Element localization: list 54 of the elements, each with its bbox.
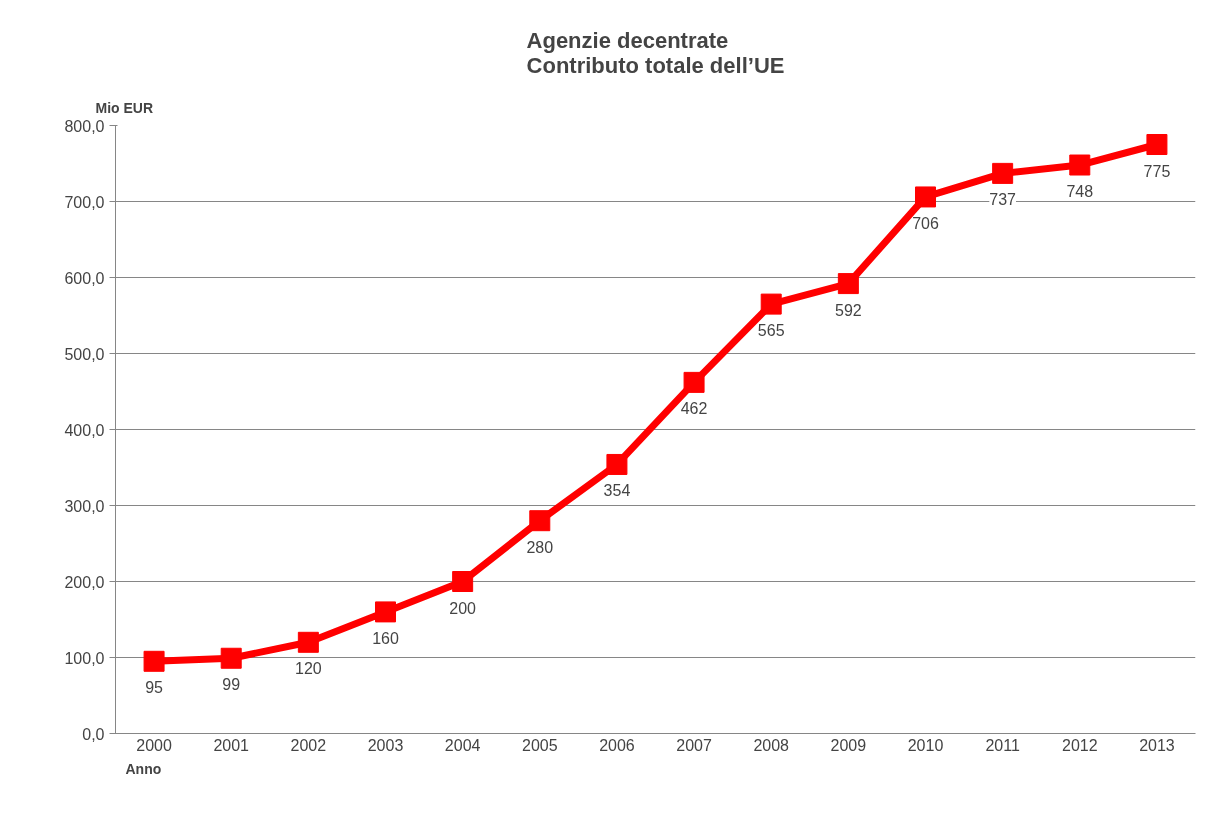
data-label: 160 (372, 629, 399, 647)
point (837, 273, 859, 295)
data-label: 99 (222, 676, 241, 694)
x-tick-label: 2010 (907, 736, 944, 754)
y-tick-label: 700,0 (64, 193, 105, 211)
y-tick-label: 400,0 (64, 421, 105, 439)
x-tick-label: 2007 (676, 736, 712, 754)
data-label: 280 (526, 538, 554, 556)
point (1069, 154, 1091, 176)
x-tick-label: 2009 (830, 736, 867, 754)
data-label: 748 (1066, 183, 1094, 201)
x-tick-label: 2008 (753, 736, 790, 754)
data-label: 592 (835, 301, 862, 319)
data-label: 462 (680, 400, 708, 418)
x-tick-label: 2006 (599, 736, 635, 754)
y-tick-label: 500,0 (64, 345, 105, 363)
point (297, 631, 319, 653)
x-tick-label: 2001 (213, 736, 250, 754)
y-tick-label: 200,0 (64, 573, 105, 591)
point (375, 601, 396, 623)
y-axis-title: Mio EUR (95, 99, 154, 116)
x-tick-label: 2002 (290, 736, 327, 754)
data-label: 95 (145, 679, 164, 697)
y-tick-label: 600,0 (64, 269, 105, 287)
point (915, 186, 936, 208)
x-axis-title: Anno (125, 760, 162, 777)
data-label: 354 (603, 482, 631, 500)
chart-title: Agenzie decentrate Contributo totale dell’UE (526, 27, 785, 78)
data-label: 565 (757, 322, 785, 340)
point (606, 453, 628, 475)
point (220, 647, 242, 669)
x-tick-label: 2011 (985, 736, 1020, 754)
data-label: 200 (449, 599, 477, 617)
point (143, 650, 165, 672)
y-tick-label: 0,0 (82, 725, 105, 743)
x-tick-label: 2012 (1061, 736, 1098, 754)
point (760, 293, 782, 315)
x-tick-label: 2005 (521, 736, 558, 754)
data-label: 775 (1143, 162, 1171, 180)
point (1146, 134, 1168, 155)
data-label: 706 (912, 214, 939, 232)
x-tick-label: 2004 (444, 736, 481, 754)
x-tick-label: 2000 (136, 736, 172, 754)
point (529, 510, 551, 532)
x-tick-label: 2003 (367, 736, 404, 754)
point (452, 571, 474, 592)
x-tick-label: 2013 (1139, 736, 1175, 754)
data-label: 120 (295, 660, 322, 678)
point (992, 162, 1014, 184)
y-tick-label: 100,0 (64, 649, 105, 667)
y-tick-label: 300,0 (64, 497, 105, 515)
point (683, 371, 705, 393)
data-label: 737 (989, 191, 1017, 209)
y-tick-label: 800,0 (64, 117, 105, 135)
